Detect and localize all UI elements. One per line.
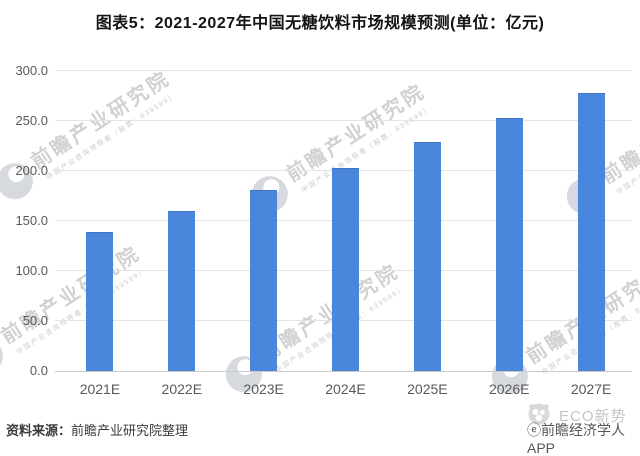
x-axis-tick-label: 2026E xyxy=(488,381,530,397)
x-axis-tick-label: 2027E xyxy=(570,381,612,397)
eco-brand-watermark: ECO新势 xyxy=(559,408,627,425)
plot-area xyxy=(55,70,632,372)
app-credit-label: 前瞻经济学人APP xyxy=(527,422,625,456)
bar-2027E xyxy=(577,93,605,371)
gridline xyxy=(55,70,632,71)
bar-2024E xyxy=(332,168,359,371)
bar-slot xyxy=(305,71,387,371)
y-axis-tick-label: 0.0 xyxy=(29,363,48,378)
bar-2022E xyxy=(168,211,196,371)
y-axis-tick-label: 150.0 xyxy=(15,213,48,228)
y-axis-tick-label: 100.0 xyxy=(15,263,48,278)
bar-slot xyxy=(59,71,141,371)
bar-slot xyxy=(386,71,468,371)
x-axis-tick-label: 2023E xyxy=(243,381,284,397)
bar-2026E xyxy=(495,118,523,371)
gridline xyxy=(55,120,632,121)
x-axis-tick-label: 2022E xyxy=(161,381,203,397)
y-axis-tick-label: 250.0 xyxy=(15,113,48,128)
x-axis: 2021E 2022E 2023E 2024E 2025E 2026E 2027E xyxy=(59,381,632,397)
source-label: 资料来源： xyxy=(6,423,72,438)
x-axis-tick-label: 2025E xyxy=(407,381,448,397)
y-axis-tick-label: 50.0 xyxy=(22,313,48,328)
y-axis-tick-label: 300.0 xyxy=(15,63,48,78)
bar-slot xyxy=(223,71,305,371)
bar-2023E xyxy=(250,190,278,371)
y-axis: 0.0 50.0 100.0 150.0 200.0 250.0 300.0 xyxy=(0,0,48,450)
x-axis-tick-label: 2024E xyxy=(325,381,366,397)
source-note: 资料来源：前瞻产业研究院整理 xyxy=(6,420,188,439)
source-org: 前瞻产业研究院整理 xyxy=(71,423,189,438)
bar-series xyxy=(59,71,632,371)
chart-title: 图表5：2021-2027年中国无糖饮料市场规模预测(单位：亿元) xyxy=(95,15,545,32)
bar-slot xyxy=(141,71,223,371)
x-axis-tick-label: 2021E xyxy=(79,381,121,397)
y-axis-tick-label: 200.0 xyxy=(15,163,48,178)
eco-logo-icon xyxy=(528,403,550,425)
app-credit: ⓔ前瞻经济学人APP xyxy=(527,420,640,456)
bar-2025E xyxy=(413,142,441,371)
bar-2021E xyxy=(86,232,114,371)
bar-slot xyxy=(468,71,550,371)
bar-slot xyxy=(550,71,632,371)
qianzhan-app-logo-icon: ⓔ xyxy=(527,422,541,438)
